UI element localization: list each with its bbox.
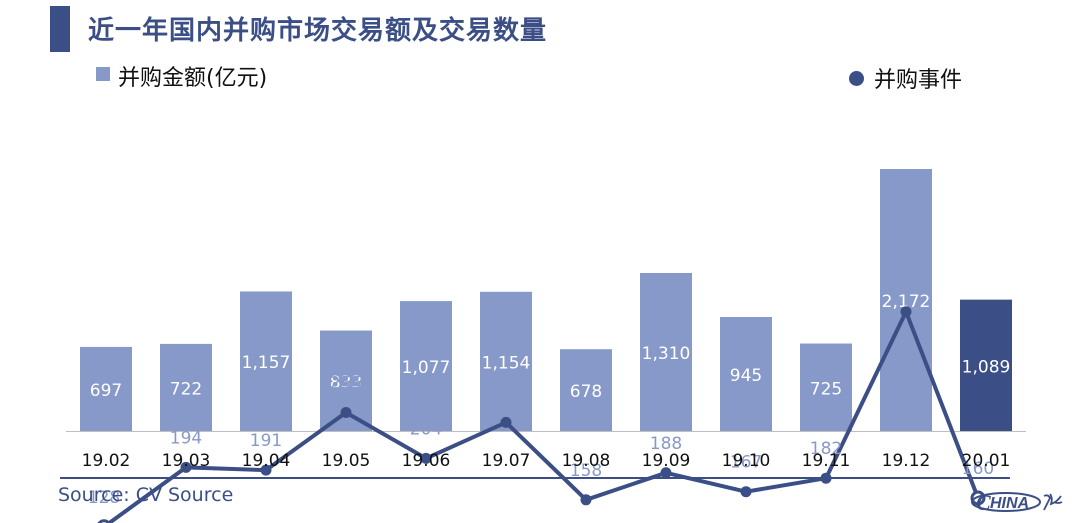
legend-bar-label: 并购金额(亿元) (118, 66, 268, 91)
bar-value-label: 1,089 (962, 357, 1011, 377)
x-tick-label: 19.06 (402, 451, 451, 471)
bar-value-label: 678 (570, 382, 602, 402)
events-value-label: 194 (170, 428, 202, 448)
events-point (500, 416, 512, 428)
events-point (740, 486, 752, 498)
events-value-label: 160 (962, 459, 994, 479)
x-tick-label: 19.04 (242, 451, 291, 471)
events-point (820, 472, 832, 484)
events-value-label: 188 (650, 434, 682, 454)
bar (160, 343, 212, 431)
title-accent-bar (50, 6, 70, 52)
x-tick-label: 19.10 (722, 451, 771, 471)
events-value-label: 367 (890, 273, 922, 293)
bar-value-label: 2,172 (882, 292, 931, 312)
events-value-label: 128 (88, 488, 120, 508)
bar (560, 349, 612, 431)
legend-bar-swatch (96, 67, 110, 81)
events-value-label: 167 (730, 453, 762, 473)
bar-value-label: 725 (810, 379, 842, 399)
events-value-label: 182 (810, 439, 842, 459)
events-value-label: 158 (570, 461, 602, 481)
chart-title: 近一年国内并购市场交易额及交易数量 (88, 16, 548, 46)
bar-value-label: 1,310 (642, 344, 691, 364)
x-tick-label: 19.03 (162, 451, 211, 471)
x-tick-label: 19.09 (642, 451, 691, 471)
bar-value-label: 1,154 (482, 353, 531, 373)
bar-value-label: 833 (330, 373, 362, 393)
bar (960, 299, 1012, 431)
bar-value-label: 1,157 (242, 353, 291, 373)
events-point (580, 494, 592, 506)
events-value-label: 204 (410, 419, 442, 439)
x-tick-label: 19.08 (562, 451, 611, 471)
bar-value-label: 945 (730, 366, 762, 386)
x-tick-label: 20.01 (962, 451, 1011, 471)
legend-line-swatch (849, 71, 864, 86)
logo-text: HINA (990, 495, 1029, 512)
events-value-label: 191 (250, 431, 282, 451)
source-note: Source: CV Source (58, 484, 234, 506)
events-value-label: 244 (490, 383, 522, 403)
x-tick-label: 19.05 (322, 451, 371, 471)
bar-value-label: 1,077 (402, 358, 451, 378)
bar (480, 291, 532, 431)
bar (80, 346, 132, 431)
x-tick-label: 19.02 (82, 451, 131, 471)
bar (720, 317, 772, 431)
events-point (420, 452, 432, 464)
svg-text:C: C (976, 490, 991, 515)
bar (240, 291, 292, 431)
events-point (660, 467, 672, 479)
china-logo: C HINA (971, 490, 1063, 515)
events-point (260, 464, 272, 476)
events-point (340, 407, 352, 418)
bar (800, 343, 852, 431)
x-tick-label: 19.11 (802, 451, 851, 471)
legend-line-label: 并购事件 (874, 68, 963, 93)
bar (400, 301, 452, 431)
bar-value-label: 697 (90, 381, 122, 401)
events-point (97, 519, 111, 523)
events-value-label: 255 (330, 374, 362, 394)
x-tick-label: 19.07 (482, 451, 531, 471)
bar (880, 169, 932, 431)
events-line (105, 309, 980, 523)
bar (640, 272, 692, 431)
x-tick-label: 19.12 (882, 451, 931, 471)
events-point (900, 306, 912, 318)
events-point (180, 461, 192, 473)
bar-value-label: 722 (170, 379, 202, 399)
